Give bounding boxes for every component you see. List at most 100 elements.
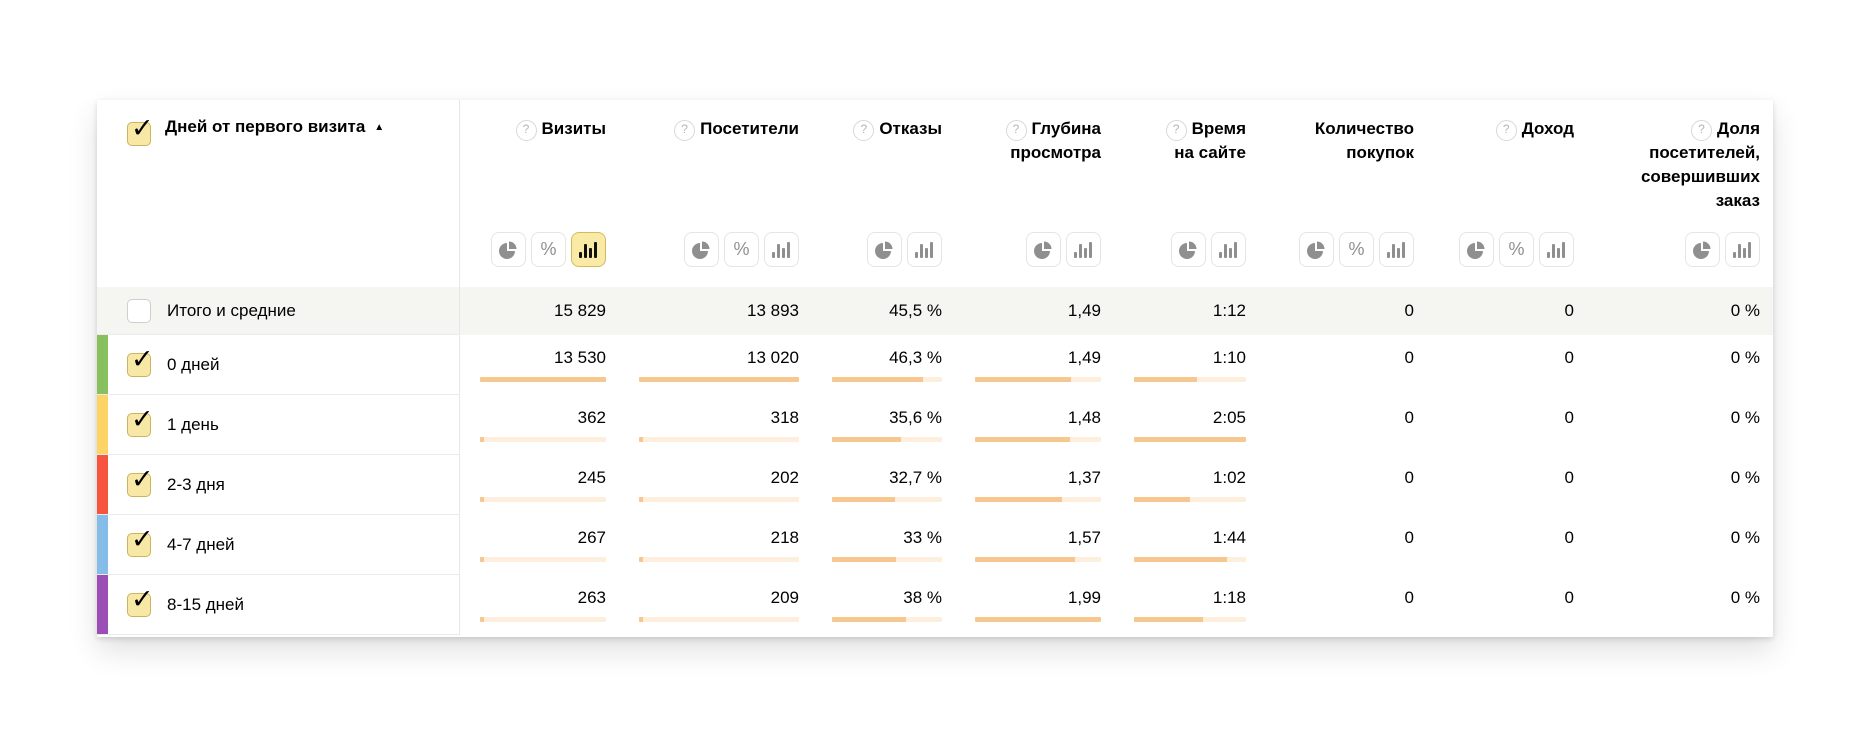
metric-cell: 1:02 xyxy=(1114,455,1259,515)
toggle-bars-icon[interactable] xyxy=(1539,232,1574,267)
sort-asc-icon[interactable]: ▲ xyxy=(374,122,385,133)
metric-cell: 1,57 xyxy=(955,515,1114,575)
toggle-bars-icon[interactable] xyxy=(1725,232,1760,267)
metric-cell: 0 % xyxy=(1587,515,1773,575)
value-bar-fill xyxy=(639,377,799,382)
column-header-depth[interactable]: ? Глубина просмотра xyxy=(955,100,1114,232)
metric-cell: 0 xyxy=(1259,395,1427,455)
value-bar xyxy=(639,617,799,622)
table-row[interactable]: 4-7 дней 267 218 33 % 1,57 1:44 0 0 0 % xyxy=(97,515,1773,575)
cell-value: 1,49 xyxy=(1067,348,1101,367)
metric-cell: 218 xyxy=(619,515,812,575)
cell-value: 0 xyxy=(1564,528,1574,547)
cell-value: 245 xyxy=(577,468,606,487)
row-checkbox[interactable] xyxy=(127,404,154,437)
table-row[interactable]: 0 дней 13 530 13 020 46,3 % 1,49 1:10 0 … xyxy=(97,335,1773,395)
value-bar xyxy=(832,437,942,442)
toggle-pie-icon[interactable] xyxy=(1171,232,1206,267)
totals-label-cell: Итого и средние xyxy=(97,287,460,335)
toggle-pie-icon[interactable] xyxy=(867,232,902,267)
toggle-pie-icon[interactable] xyxy=(1026,232,1061,267)
cell-value: 38 % xyxy=(903,588,942,607)
help-icon[interactable]: ? xyxy=(1005,120,1027,141)
column-header-visitors[interactable]: ? Посетители xyxy=(619,100,812,232)
toggle-bars-icon[interactable] xyxy=(1066,232,1101,267)
cell-value: 0 xyxy=(1564,348,1574,367)
toggle-pie-icon[interactable] xyxy=(1459,232,1494,267)
cell-value: 0 xyxy=(1564,408,1574,427)
value-bar xyxy=(639,557,799,562)
metric-cell: 46,3 % xyxy=(812,335,955,395)
column-title: Отказы xyxy=(879,119,942,138)
value-bar-fill xyxy=(639,557,643,562)
value-bar-fill xyxy=(1134,437,1246,442)
help-icon[interactable]: ? xyxy=(1495,120,1517,141)
toggle-percent-icon[interactable]: % xyxy=(724,232,759,267)
column-header-time-on-site[interactable]: ? Время на сайте xyxy=(1114,100,1259,232)
toggle-pie-icon[interactable] xyxy=(491,232,526,267)
segment-color-stripe xyxy=(97,395,108,454)
table-row[interactable]: 2-3 дня 245 202 32,7 % 1,37 1:02 0 0 0 % xyxy=(97,455,1773,515)
value-bar xyxy=(480,557,606,562)
toggle-pie-icon[interactable] xyxy=(1299,232,1334,267)
column-header-order-share[interactable]: ? Доля посетителей, совершивших заказ xyxy=(1587,100,1773,232)
toggle-percent-icon[interactable]: % xyxy=(531,232,566,267)
toggle-pie-icon[interactable] xyxy=(1685,232,1720,267)
value-bar-fill xyxy=(480,617,484,622)
table-row[interactable]: 1 день 362 318 35,6 % 1,48 2:05 0 0 0 % xyxy=(97,395,1773,455)
toggle-bars-icon[interactable] xyxy=(571,232,606,267)
cell-value: 263 xyxy=(577,588,606,607)
cell-value: 13 530 xyxy=(554,348,606,367)
cell-value: 0 xyxy=(1404,348,1414,367)
toggle-percent-icon[interactable]: % xyxy=(1339,232,1374,267)
row-checkbox[interactable] xyxy=(127,584,154,617)
column-header-dimension[interactable]: Дней от первого визита ▲ xyxy=(97,100,460,232)
toggle-percent-icon[interactable]: % xyxy=(1499,232,1534,267)
value-bar-fill xyxy=(832,437,902,442)
metric-view-toggles xyxy=(1587,232,1773,287)
metric-cell: 0 xyxy=(1259,575,1427,635)
row-label: 2-3 дня xyxy=(167,474,225,494)
help-icon[interactable]: ? xyxy=(1691,120,1712,141)
value-bar xyxy=(832,377,942,382)
totals-label: Итого и средние xyxy=(167,300,296,320)
column-header-revenue[interactable]: ? Доход xyxy=(1427,100,1587,232)
segment-color-stripe xyxy=(97,455,108,514)
value-bar xyxy=(975,557,1101,562)
row-label-cell: 2-3 дня xyxy=(97,455,460,515)
column-header-visits[interactable]: ? Визиты xyxy=(460,100,619,232)
help-icon[interactable]: ? xyxy=(674,120,696,141)
table-row[interactable]: 8-15 дней 263 209 38 % 1,99 1:18 0 0 0 % xyxy=(97,575,1773,635)
row-label: 8-15 дней xyxy=(167,594,245,614)
toggle-bars-icon[interactable] xyxy=(907,232,942,267)
toggle-pie-icon[interactable] xyxy=(684,232,719,267)
row-checkbox[interactable] xyxy=(127,344,154,377)
toggle-bars-icon[interactable] xyxy=(1211,232,1246,267)
help-icon[interactable]: ? xyxy=(515,120,537,141)
value-bar xyxy=(832,557,942,562)
cell-value: 267 xyxy=(577,528,606,547)
toggle-bars-icon[interactable] xyxy=(764,232,799,267)
value-bar xyxy=(832,617,942,622)
value-bar xyxy=(832,497,942,502)
help-icon[interactable]: ? xyxy=(1165,120,1187,141)
row-label: 0 дней xyxy=(167,354,220,374)
value-bar-fill xyxy=(975,557,1075,562)
column-header-purchases[interactable]: ?Количество покупок xyxy=(1259,100,1427,232)
value-bar-fill xyxy=(975,497,1062,502)
value-bar xyxy=(480,617,606,622)
toggle-bars-icon[interactable] xyxy=(1379,232,1414,267)
metric-cell: 362 xyxy=(460,395,619,455)
cell-value: 1:02 xyxy=(1212,468,1246,487)
metric-cell: 0 xyxy=(1259,515,1427,575)
cell-value: 35,6 % xyxy=(889,408,942,427)
row-checkbox[interactable] xyxy=(127,464,154,497)
help-icon[interactable]: ? xyxy=(853,120,875,141)
column-header-bounces[interactable]: ? Отказы xyxy=(812,100,955,232)
row-checkbox[interactable] xyxy=(127,524,154,557)
table-header-row: Дней от первого визита▲ ?Визиты ?Посетит… xyxy=(97,100,1773,232)
metric-cell: 1,37 xyxy=(955,455,1114,515)
select-all-checkbox[interactable] xyxy=(127,113,154,146)
totals-checkbox[interactable] xyxy=(127,298,151,323)
metric-cell: 318 xyxy=(619,395,812,455)
